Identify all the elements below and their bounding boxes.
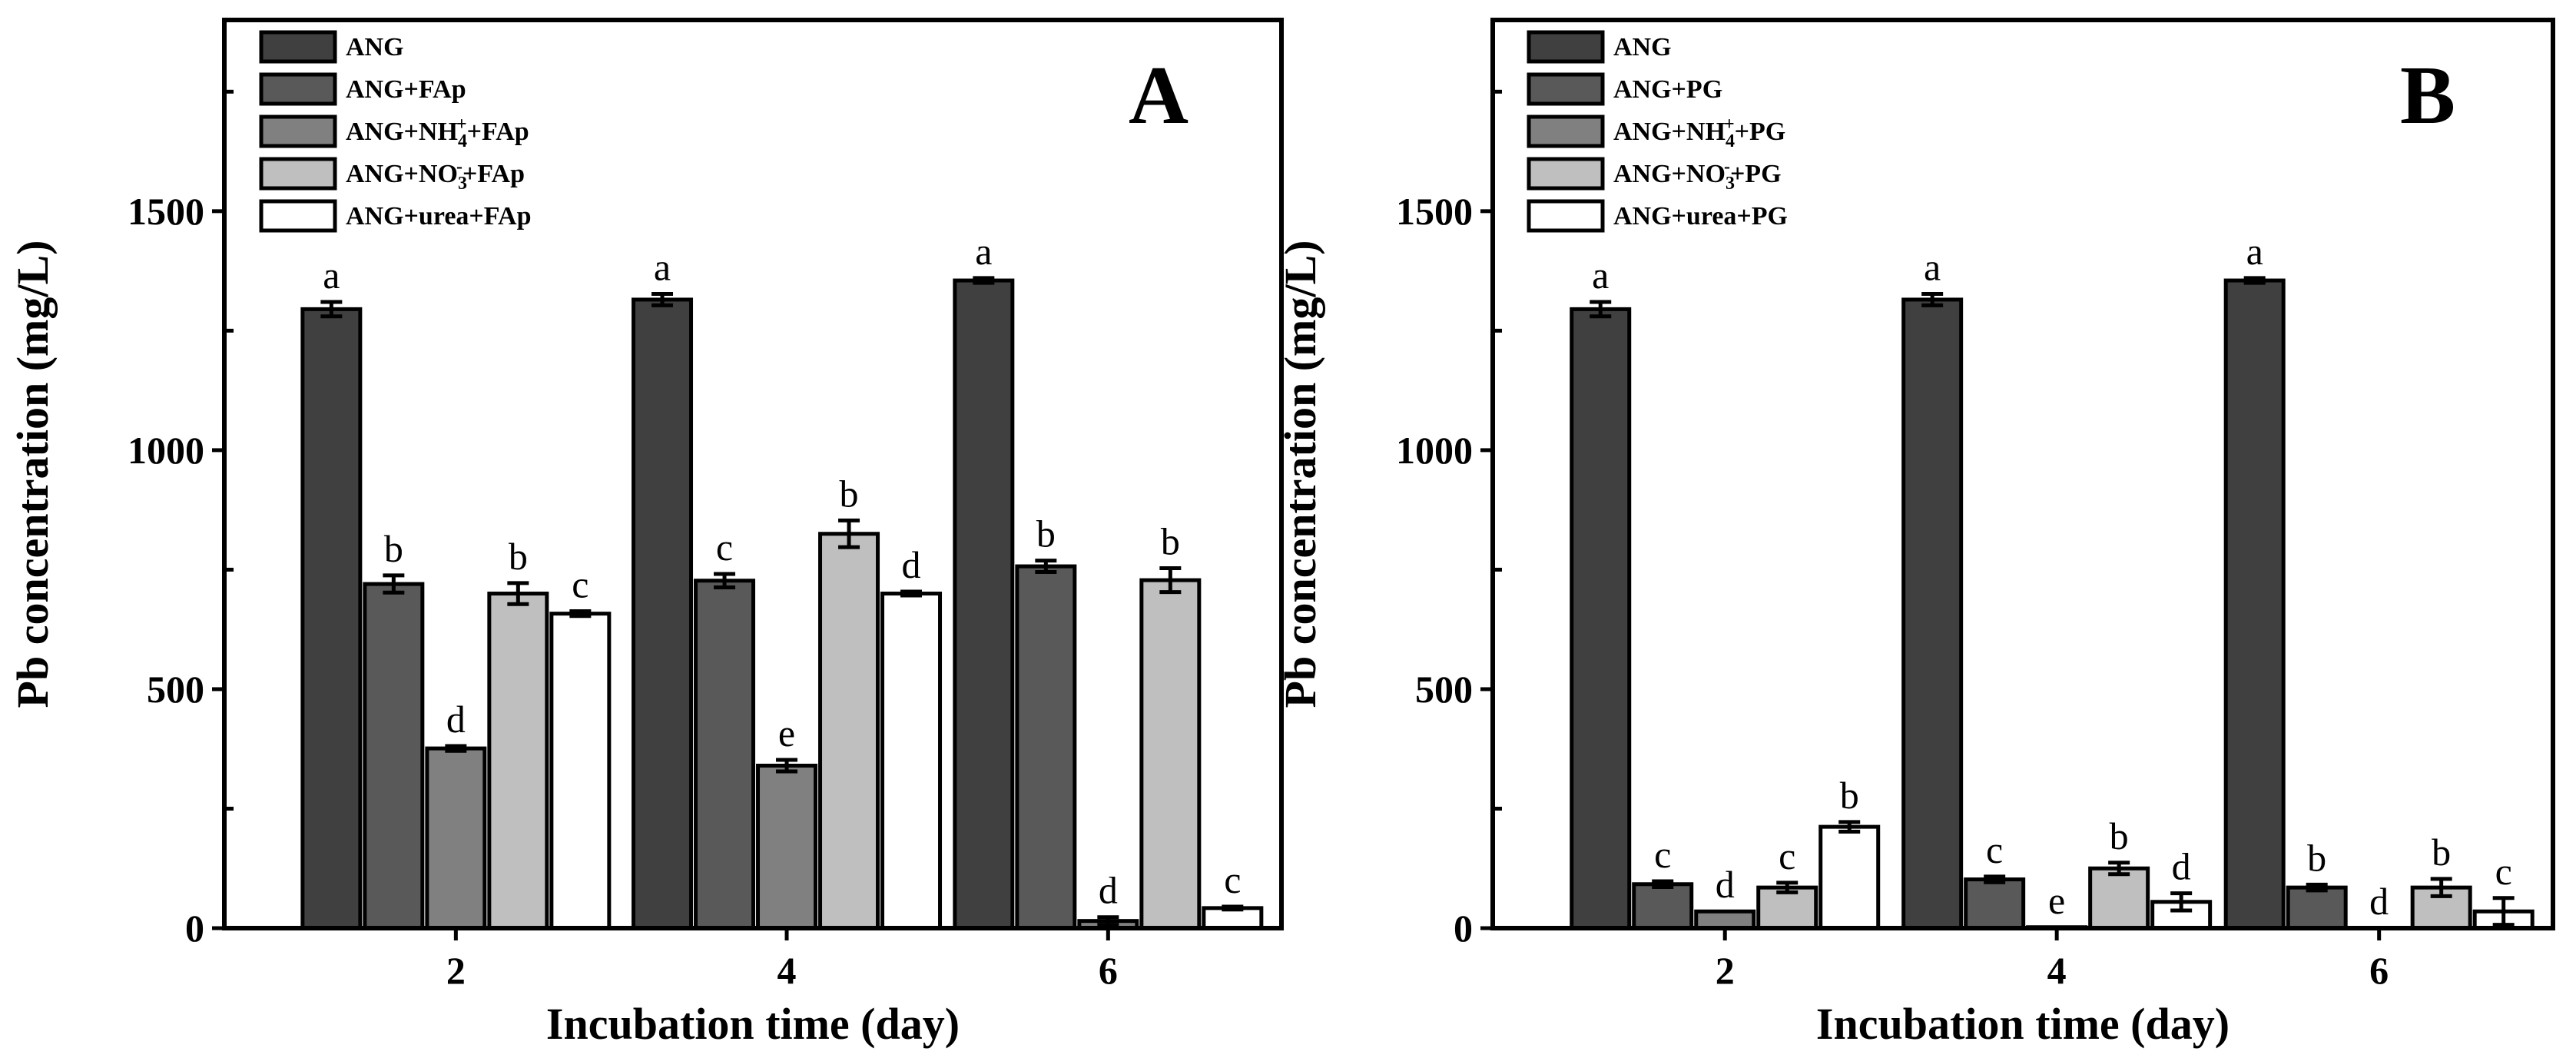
significance-letter: a — [654, 245, 671, 288]
legend-swatch — [259, 114, 337, 148]
significance-letter: b — [2110, 814, 2129, 857]
x-axis-title: Incubation time (day) — [1816, 999, 2230, 1049]
x-tick-label: 4 — [777, 949, 797, 992]
significance-letter: d — [1716, 863, 1735, 906]
bar-a-day2-series2 — [363, 582, 425, 930]
significance-letter: b — [2432, 831, 2451, 874]
bar-b-day4-series4 — [2088, 866, 2150, 930]
significance-letter: c — [716, 526, 733, 569]
significance-letter: c — [572, 563, 588, 606]
panel-label: A — [1129, 50, 1189, 141]
y-tick-label: 0 — [1454, 907, 1473, 950]
bar-b-day2-series2 — [1632, 882, 1694, 930]
y-axis-title: Pb concentration (mg/L) — [1275, 240, 1325, 708]
plot-frame — [222, 18, 1284, 930]
legend-swatch — [1527, 30, 1605, 64]
significance-letter: c — [1224, 858, 1241, 901]
bar-a-day4-series1 — [632, 297, 694, 930]
y-tick-label: 1000 — [1396, 429, 1473, 472]
x-tick-label: 2 — [446, 949, 466, 992]
plot-frame — [1490, 18, 2555, 930]
bar-a-day2-series5 — [549, 612, 612, 930]
legend-label: ANG+FAp — [346, 75, 466, 104]
bar-a-day4-series2 — [694, 579, 756, 930]
bar-a-day4-series5 — [880, 592, 943, 930]
bar-a-day6-series1 — [953, 278, 1015, 930]
significance-letter: a — [2246, 230, 2263, 273]
significance-letter: b — [1036, 512, 1056, 556]
y-tick-label: 1500 — [1396, 190, 1473, 233]
legend-label: ANG+urea+FAp — [346, 202, 532, 231]
significance-letter: c — [2495, 850, 2512, 893]
legend: ANG ANG+PG ANG+NH4++PG ANG+NO3-+PG ANG+urea+… — [1527, 30, 1788, 233]
significance-letter: e — [2048, 879, 2065, 922]
significance-letter: c — [1986, 828, 2003, 871]
significance-letter: e — [778, 711, 795, 755]
significance-letter: a — [1592, 254, 1609, 297]
panel-label: B — [2400, 50, 2455, 141]
legend-label: ANG+NO3-+PG — [1613, 157, 1782, 194]
significance-letter: b — [2307, 836, 2326, 879]
significance-letter: b — [509, 535, 528, 578]
legend-label: ANG — [1613, 33, 1672, 61]
legend-swatch — [1527, 114, 1605, 148]
bar-b-day4-series2 — [1964, 877, 2026, 930]
legend-label: ANG — [346, 33, 404, 61]
significance-letter: b — [1840, 774, 1859, 817]
legend-label: ANG+NO3-+FAp — [346, 157, 525, 194]
bar-a-day2-series3 — [425, 746, 487, 930]
x-axis-title: Incubation time (day) — [546, 999, 960, 1049]
significance-letter: d — [1099, 869, 1118, 912]
x-tick-label: 4 — [2047, 949, 2067, 992]
legend-swatch — [1527, 199, 1605, 233]
bar-a-day4-series4 — [818, 532, 880, 930]
x-tick-label: 2 — [1716, 949, 1735, 992]
y-axis-title: Pb concentration (mg/L) — [8, 240, 58, 708]
legend-label: ANG+PG — [1613, 75, 1722, 104]
bar-b-day2-series1 — [1570, 307, 1632, 930]
y-tick-label: 0 — [185, 907, 204, 950]
legend-swatch — [259, 157, 337, 191]
significance-letter: b — [384, 527, 403, 570]
legend-swatch — [259, 72, 337, 106]
x-tick-label: 6 — [2369, 949, 2389, 992]
bar-a-day2-series1 — [300, 307, 363, 930]
bar-a-day2-series4 — [487, 592, 549, 930]
legend-swatch — [1527, 72, 1605, 106]
legend-swatch — [1527, 157, 1605, 191]
legend: ANG ANG+FAp ANG+NH4++FAp ANG+NO3-+FAp ANG+ur… — [259, 30, 532, 233]
bar-a-day6-series4 — [1139, 578, 1202, 930]
significance-letter: a — [975, 230, 992, 273]
legend-swatch — [259, 199, 337, 233]
legend-swatch — [259, 30, 337, 64]
y-tick-label: 500 — [147, 668, 204, 711]
y-tick-label: 500 — [1415, 668, 1473, 711]
bar-b-day4-series1 — [1901, 297, 1964, 930]
y-tick-label: 1000 — [128, 429, 204, 472]
significance-letter: c — [1654, 833, 1671, 876]
bar-b-day2-series3 — [1694, 909, 1756, 930]
legend-label: ANG+NH4++FAp — [346, 114, 529, 151]
bar-b-day2-series5 — [1818, 824, 1881, 930]
bar-a-day4-series3 — [756, 763, 818, 930]
significance-letter: d — [2369, 880, 2389, 923]
significance-letter: c — [1779, 834, 1795, 877]
legend-label: ANG+NH4++PG — [1613, 114, 1785, 151]
significance-letter: b — [840, 472, 859, 515]
bar-b-day6-series1 — [2223, 278, 2286, 930]
significance-letter: d — [902, 543, 921, 586]
significance-letter: d — [446, 698, 466, 741]
x-tick-label: 6 — [1099, 949, 1118, 992]
bar-a-day6-series2 — [1015, 564, 1077, 930]
bar-b-day6-series2 — [2286, 885, 2348, 930]
significance-letter: b — [1161, 520, 1180, 563]
significance-letter: a — [323, 254, 340, 297]
significance-letter: a — [1924, 245, 1941, 288]
y-tick-label: 1500 — [128, 190, 204, 233]
legend-label: ANG+urea+PG — [1613, 202, 1788, 231]
significance-letter: d — [2172, 845, 2191, 888]
